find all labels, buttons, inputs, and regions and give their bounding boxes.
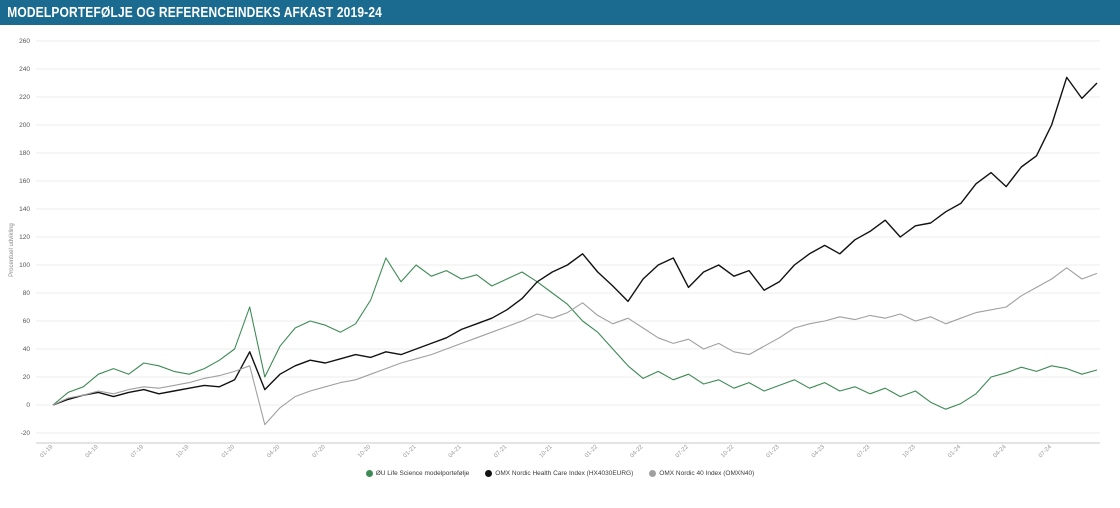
y-tick-label: 220	[19, 94, 30, 101]
legend-marker-icon	[485, 470, 493, 477]
gridlines	[36, 40, 1100, 434]
legend-item-1: OMX Nordic Health Care Index (HX4030EURG…	[485, 470, 633, 477]
y-tick-labels: -20 0 20 40 60 80 100 120 140 160 180 200 220 240 260	[19, 38, 30, 437]
x-tick-label: 04-24	[993, 444, 1009, 460]
y-tick-label: 240	[19, 66, 30, 73]
y-tick-label: 100	[19, 262, 30, 269]
x-tick-label: 01-22	[584, 444, 600, 460]
x-tick-label: 07-21	[493, 444, 509, 460]
y-tick-label: 80	[23, 290, 31, 297]
chart-area: -20 0 20 40 60 80 100 120 140 160 180 200 220 240 260 0…	[0, 26, 1120, 503]
legend-marker-icon	[365, 470, 373, 477]
x-tick-label: 04-20	[266, 444, 282, 460]
x-tick-label: 10-23	[902, 444, 918, 460]
series-line-0	[52, 257, 1098, 410]
y-tick-label: 260	[19, 38, 30, 45]
x-tick-label: 04-23	[811, 444, 827, 460]
x-tick-label: 10-19	[175, 444, 191, 460]
page-title: MODELPORTEFØLJE OG REFERENCEINDEKS AFKAS…	[7, 4, 382, 21]
x-tick-label: 07-24	[1038, 444, 1054, 460]
chart-legend: ØU Life Science modelportefølje OMX Nordi…	[0, 470, 1120, 477]
x-tick-label: 01-24	[947, 444, 963, 460]
legend-marker-icon	[649, 470, 657, 477]
x-tick-label: 04-21	[448, 444, 464, 460]
x-tick-label: 10-20	[357, 444, 373, 460]
legend-item-label: OMX Nordic Health Care Index (HX4030EURG…	[495, 470, 634, 477]
x-tick-label: 07-20	[312, 444, 328, 460]
x-tick-label: 01-21	[402, 444, 418, 460]
series-line-2	[52, 267, 1098, 426]
y-tick-label: -20	[21, 430, 31, 437]
x-tick-label: 04-19	[85, 444, 101, 460]
y-tick-label: 0	[26, 402, 30, 409]
y-tick-label: 200	[19, 122, 30, 129]
x-tick-label: 04-22	[629, 444, 645, 460]
x-tick-label: 07-23	[856, 444, 872, 460]
header-banner: MODELPORTEFØLJE OG REFERENCEINDEKS AFKAS…	[0, 0, 1120, 25]
y-tick-label: 20	[23, 374, 31, 381]
returns-line-chart: -20 0 20 40 60 80 100 120 140 160 180 200 220 240 260 0…	[9, 38, 1100, 460]
x-tick-label: 10-21	[539, 444, 555, 460]
legend-item-0: ØU Life Science modelportefølje	[365, 470, 470, 477]
x-tick-labels: 01-19 04-19 07-19 10-19 01-20 04-20 07-20 10-20…	[39, 444, 1053, 460]
x-tick-label: 01-19	[39, 444, 55, 460]
y-tick-label: 180	[19, 150, 30, 157]
legend-item-label: ØU Life Science modelportefølje	[375, 470, 470, 477]
y-tick-label: 160	[19, 178, 30, 185]
x-tick-label: 07-19	[130, 444, 146, 460]
legend-item-2: OMX Nordic 40 Index (OMXN40)	[649, 470, 754, 477]
y-axis-title: Procentuel udvikling	[9, 223, 15, 277]
x-tick-label: 10-22	[720, 444, 736, 460]
x-tick-label: 01-23	[766, 444, 782, 460]
x-tick-label: 01-20	[221, 444, 237, 460]
series-line-1	[52, 76, 1098, 406]
y-tick-label: 60	[23, 318, 31, 325]
y-tick-label: 120	[19, 234, 30, 241]
legend-item-label: OMX Nordic 40 Index (OMXN40)	[659, 470, 755, 477]
y-tick-label: 40	[23, 346, 31, 353]
x-tick-label: 07-22	[675, 444, 691, 460]
y-tick-label: 140	[19, 206, 30, 213]
